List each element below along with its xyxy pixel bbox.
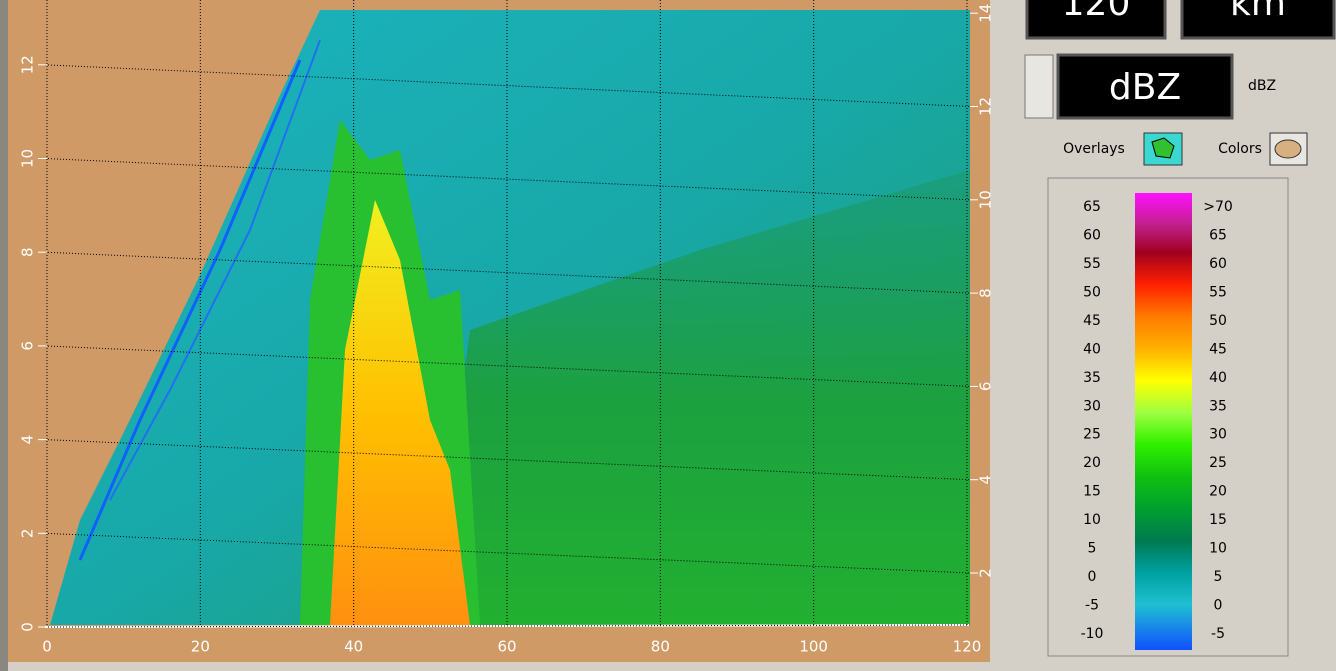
legend-label: 15 xyxy=(1209,512,1227,528)
legend-label: 35 xyxy=(1209,398,1227,414)
legend-label: 50 xyxy=(1209,313,1227,329)
legend-label: 60 xyxy=(1083,227,1101,243)
legend-label: 10 xyxy=(1083,512,1101,528)
x-tick-label: 100 xyxy=(799,638,828,656)
legend-label: 50 xyxy=(1083,284,1101,300)
legend-label: 55 xyxy=(1209,284,1227,300)
legend-label: 25 xyxy=(1209,455,1227,471)
color-bar xyxy=(1135,193,1192,650)
field-name: dBZ xyxy=(1109,67,1181,108)
x-tick-label: 60 xyxy=(497,638,516,656)
legend-label: >70 xyxy=(1203,199,1233,215)
legend-label: 5 xyxy=(1214,569,1223,585)
legend-label: 65 xyxy=(1209,227,1227,243)
legend-label: 55 xyxy=(1083,256,1101,272)
x-tick-label: 80 xyxy=(651,638,670,656)
legend-label: 60 xyxy=(1209,256,1227,272)
legend-label: 30 xyxy=(1083,398,1101,414)
control-panel: 120 km dBZ dBZ Overlays Colors 656055504… xyxy=(1025,0,1334,656)
screen: 0204060801001200246810122468101214 120 k… xyxy=(0,0,1336,671)
legend-label: 40 xyxy=(1083,341,1101,357)
legend-label: 0 xyxy=(1214,598,1223,614)
y-tick-label: 0 xyxy=(19,622,37,632)
legend-label: 45 xyxy=(1083,313,1101,329)
legend-label: 20 xyxy=(1209,484,1227,500)
y2-tick-label: 10 xyxy=(977,190,995,209)
legend-label: 25 xyxy=(1083,427,1101,443)
legend-label: 45 xyxy=(1209,341,1227,357)
overlays-label: Overlays xyxy=(1063,141,1125,157)
y-tick-label: 6 xyxy=(19,341,37,351)
range-value: 120 xyxy=(1062,0,1131,24)
legend-label: 15 xyxy=(1083,484,1101,500)
palette-icon xyxy=(1275,140,1301,158)
y-tick-label: 8 xyxy=(19,247,37,257)
y2-tick-label: 12 xyxy=(977,97,995,116)
x-tick-label: 40 xyxy=(344,638,363,656)
legend-label: 5 xyxy=(1088,541,1097,557)
x-tick-label: 120 xyxy=(953,638,982,656)
colors-label: Colors xyxy=(1218,141,1262,157)
x-tick-label: 20 xyxy=(191,638,210,656)
rhi-plot: 0 20 40 60 80 100 120 0 2 4 6 8 10 12 2 4 6 8 10 12 14 xyxy=(0,0,995,671)
x-tick-label: 0 xyxy=(42,638,52,656)
field-unit: dBZ xyxy=(1248,78,1276,94)
y-tick-label: 4 xyxy=(19,435,37,445)
y-tick-label: 2 xyxy=(19,529,37,539)
y-tick-label: 12 xyxy=(19,55,37,74)
legend-label: 0 xyxy=(1088,569,1097,585)
legend-label: 20 xyxy=(1083,455,1101,471)
y2-tick-label: 14 xyxy=(977,4,995,23)
legend-label: -5 xyxy=(1085,598,1099,614)
range-unit: km xyxy=(1230,0,1286,24)
y2-tick-label: 6 xyxy=(977,382,995,392)
legend-label: 40 xyxy=(1209,370,1227,386)
y-tick-label: 10 xyxy=(19,149,37,168)
legend-label: -10 xyxy=(1081,626,1104,642)
y2-tick-label: 2 xyxy=(977,568,995,578)
y2-tick-label: 8 xyxy=(977,288,995,298)
plot-border xyxy=(0,0,8,671)
page: 0204060801001200246810122468101214 120 k… xyxy=(0,0,1336,671)
legend-label: 30 xyxy=(1209,427,1227,443)
slider[interactable] xyxy=(1025,55,1053,118)
y2-tick-label: 4 xyxy=(977,475,995,485)
legend-label: -5 xyxy=(1211,626,1225,642)
legend-label: 10 xyxy=(1209,541,1227,557)
legend-label: 65 xyxy=(1083,199,1101,215)
legend-label: 35 xyxy=(1083,370,1101,386)
